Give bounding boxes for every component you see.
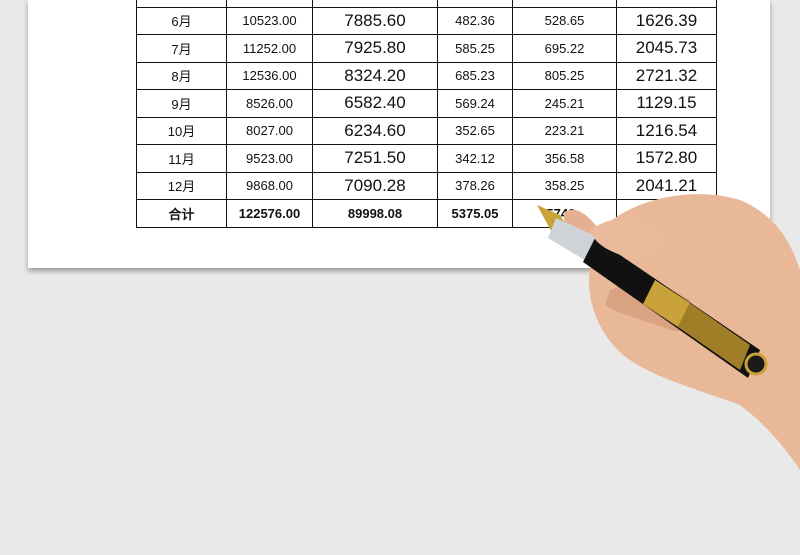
table-cell: 12月 — [136, 171, 227, 200]
table-cell: 122576.00 — [226, 199, 313, 228]
table-cell: 12536.00 — [226, 61, 313, 90]
pen-grip — [548, 218, 600, 262]
table-cell: 695.22 — [512, 34, 617, 63]
table-row: 6月 10523.00 7885.60 482.36 528.65 1626.39 — [136, 6, 717, 35]
table-cell: 223.21 — [512, 116, 617, 145]
spreadsheet-page: 6月 10523.00 7885.60 482.36 528.65 1626.39 7月 11… — [28, 0, 770, 268]
table-cell: 528.65 — [512, 6, 617, 35]
table-cell: 10月 — [136, 116, 227, 145]
table-row: 12月 9868.00 7090.28 378.26 358.25 2041.21 — [136, 171, 717, 200]
table-cell: 6234.60 — [312, 116, 438, 145]
table-cell: 7090.28 — [312, 171, 438, 200]
table-cell: 合计 — [136, 199, 227, 228]
table-cell: 5375.05 — [437, 199, 513, 228]
table-cell: 2721.32 — [616, 61, 717, 90]
table-cell: 352.65 — [437, 116, 513, 145]
table-cell: 482.36 — [437, 6, 513, 35]
monthly-data-table: 6月 10523.00 7885.60 482.36 528.65 1626.39 7月 11… — [136, 0, 717, 228]
table-cell: 585.25 — [437, 34, 513, 63]
table-cell: 11月 — [136, 144, 227, 173]
table-cell: 342.12 — [437, 144, 513, 173]
table-cell: 8324.20 — [312, 61, 438, 90]
table-cell: 7251.50 — [312, 144, 438, 173]
table-row: 7月 11252.00 7925.80 585.25 695.22 2045.73 — [136, 34, 717, 63]
table-cell: 11252.00 — [226, 34, 313, 63]
table-cell: 6月 — [136, 6, 227, 35]
table-cell: 1129.15 — [616, 89, 717, 118]
table-cell: 1572.80 — [616, 144, 717, 173]
table-cell: 356.58 — [512, 144, 617, 173]
table-cell: 89998.08 — [312, 199, 438, 228]
table-cell: 7885.60 — [312, 6, 438, 35]
table-row: 8月 12536.00 8324.20 685.23 805.25 2721.32 — [136, 61, 717, 90]
table-cell: 9868.00 — [226, 171, 313, 200]
table-row: 10月 8027.00 6234.60 352.65 223.21 1216.54 — [136, 116, 717, 145]
table-cell: 358.25 — [512, 171, 617, 200]
table-cell: 378.26 — [437, 171, 513, 200]
table-cell: 2045.73 — [616, 34, 717, 63]
table-cell: 8526.00 — [226, 89, 313, 118]
table-cell: 1216.54 — [616, 116, 717, 145]
table-cell: 1626.39 — [616, 6, 717, 35]
table-cell: 685.23 — [437, 61, 513, 90]
table-row: 11月 9523.00 7251.50 342.12 356.58 1572.80 — [136, 144, 717, 173]
table-cell: 805.25 — [512, 61, 617, 90]
